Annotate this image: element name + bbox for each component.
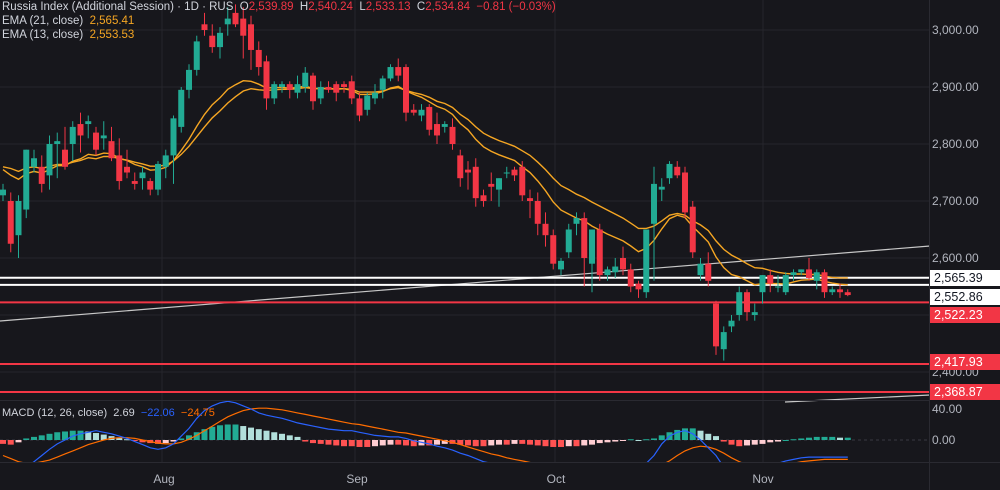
price-tick: 3,000.00: [932, 23, 979, 37]
candlesticks: [0, 4, 851, 361]
ema13-label: EMA (13, close): [2, 29, 84, 41]
ema21-legend[interactable]: EMA (21, close) 2,565.41: [2, 14, 134, 28]
macd-pane: [0, 401, 851, 462]
macd-histogram-value: 2.69: [113, 407, 135, 419]
ema21-value: 2,565.41: [89, 15, 135, 27]
chart-grid: [0, 0, 930, 462]
close-value: 2,534.84: [425, 1, 470, 13]
macd-label: MACD (12, 26, close): [2, 407, 108, 419]
low-label: L: [359, 1, 366, 13]
symbol-legend[interactable]: Russia Index (Additional Session) · 1D ·…: [2, 0, 556, 14]
time-label-aug: Aug: [153, 472, 175, 486]
ema13-value: 2,553.53: [89, 29, 135, 41]
price-tag-level[interactable]: 2,368.87: [930, 384, 1000, 400]
change-value: −0.81 (−0.03%): [476, 1, 556, 13]
price-tick: 2,900.00: [932, 80, 979, 94]
macd-signal-value: −24.75: [180, 407, 215, 419]
price-tag-level[interactable]: 2,417.93: [930, 354, 1000, 370]
price-tag-ema13[interactable]: 2,552.86: [930, 289, 1000, 305]
price-tag-ema21[interactable]: 2,565.39: [930, 270, 1000, 286]
ema13-legend[interactable]: EMA (13, close) 2,553.53: [2, 28, 134, 42]
macd-tick: 40.00: [932, 402, 963, 416]
macd-line-value: −22.06: [140, 407, 175, 419]
time-label-nov: Nov: [752, 472, 774, 486]
high-label: H: [299, 1, 309, 13]
macd-legend[interactable]: MACD (12, 26, close) 2.69 −22.06 −24.75: [2, 406, 215, 420]
open-value: 2,539.89: [248, 1, 294, 13]
high-value: 2,540.24: [308, 1, 353, 13]
time-label-oct: Oct: [546, 472, 566, 486]
price-tick: 2,800.00: [932, 137, 979, 151]
low-value: 2,533.13: [365, 1, 411, 13]
ema21-label: EMA (21, close): [2, 15, 84, 27]
close-label: C: [416, 1, 426, 13]
price-tag-level[interactable]: 2,522.23: [930, 307, 1000, 323]
horizontal-levels[interactable]: [0, 276, 930, 393]
symbol-title[interactable]: Russia Index (Additional Session) · 1D ·…: [2, 1, 234, 13]
ema-lines: [2, 79, 848, 286]
price-tick: 2,700.00: [932, 194, 979, 208]
price-tick: 2,600.00: [932, 251, 979, 265]
macd-tick: 0.00: [932, 433, 956, 447]
open-label: O: [239, 1, 249, 13]
time-label-sep: Sep: [346, 472, 368, 486]
